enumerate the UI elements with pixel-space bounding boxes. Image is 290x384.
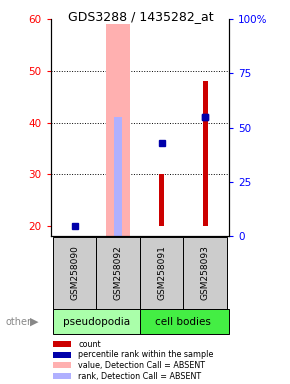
Bar [106, 24, 130, 236]
Text: GSM258092: GSM258092 [114, 246, 123, 300]
Bar [53, 341, 71, 347]
Text: ▶: ▶ [30, 317, 39, 327]
Text: GSM258093: GSM258093 [201, 246, 210, 300]
Text: GSM258091: GSM258091 [157, 246, 166, 300]
Bar [53, 237, 96, 309]
Text: rank, Detection Call = ABSENT: rank, Detection Call = ABSENT [78, 372, 201, 381]
Bar [184, 237, 227, 309]
Text: percentile rank within the sample: percentile rank within the sample [78, 351, 213, 359]
Text: pseudopodia: pseudopodia [63, 316, 130, 327]
Bar [53, 362, 71, 368]
Text: GSM258090: GSM258090 [70, 246, 79, 300]
Bar [114, 118, 122, 236]
Bar [53, 309, 140, 334]
Bar [53, 352, 71, 358]
Bar [203, 81, 208, 226]
Text: cell bodies: cell bodies [155, 316, 211, 327]
Text: GDS3288 / 1435282_at: GDS3288 / 1435282_at [68, 10, 214, 23]
Text: other: other [6, 317, 32, 327]
Text: count: count [78, 340, 101, 349]
Bar [140, 237, 184, 309]
Bar [159, 174, 164, 226]
Bar [53, 373, 71, 379]
Bar [96, 237, 140, 309]
Bar [140, 309, 229, 334]
Text: value, Detection Call = ABSENT: value, Detection Call = ABSENT [78, 361, 205, 370]
